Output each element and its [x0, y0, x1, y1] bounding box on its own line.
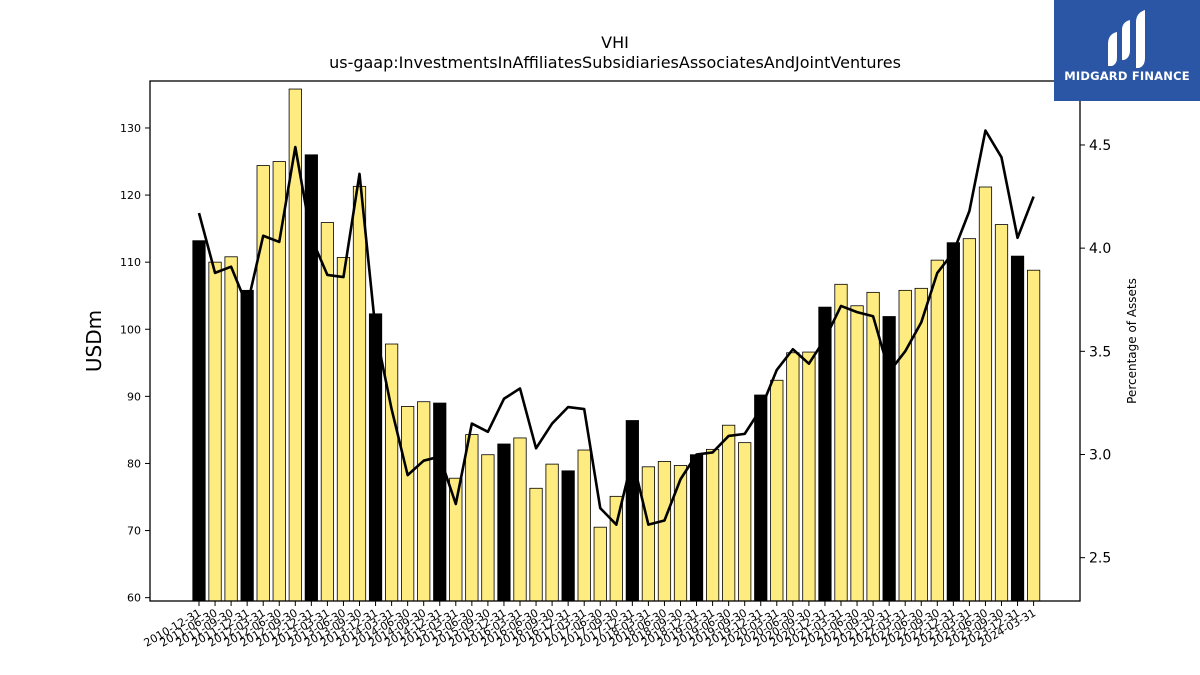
bar	[481, 454, 495, 602]
bar	[722, 424, 736, 602]
y-axis-label: USDm	[82, 310, 106, 372]
midgard-logo-icon	[1108, 10, 1145, 68]
bar	[625, 420, 639, 602]
bar	[256, 165, 270, 602]
bar	[657, 461, 672, 602]
bar	[561, 470, 575, 602]
bar	[754, 394, 768, 602]
y-tick-label: 80	[127, 457, 141, 470]
midgard-finance-logo: MIDGARD FINANCE	[1054, 0, 1200, 101]
bar	[786, 352, 800, 602]
y-tick-label: 90	[127, 390, 141, 403]
x-axis: 2010-12-312011-06-302011-09-302011-12-31…	[142, 601, 1038, 650]
logo-text: MIDGARD FINANCE	[1064, 69, 1190, 83]
y-axis: 60 70 80 90 100 110 120 130	[120, 122, 150, 605]
bar	[818, 306, 832, 602]
line-layer	[197, 129, 1035, 526]
y2-axis: 2.5 3.0 3.5 4.0 4.5	[1080, 138, 1111, 567]
bar	[850, 305, 864, 602]
y-tick-label: 120	[120, 189, 141, 202]
y-tick-label: 130	[120, 122, 141, 135]
y2-tick-label: 3.5	[1089, 344, 1111, 360]
y2-axis-label: Percentage of Assets	[1125, 278, 1139, 404]
bar	[962, 238, 977, 602]
chart-subtitle: us-gaap:InvestmentsInAffiliatesSubsidiar…	[329, 53, 901, 72]
bar	[834, 283, 848, 602]
bar	[1027, 269, 1041, 602]
bar	[545, 463, 559, 602]
bar	[946, 242, 960, 602]
bar	[417, 401, 431, 602]
bar	[465, 434, 479, 602]
y2-tick-label: 3.0	[1089, 447, 1111, 463]
y-tick-label: 110	[120, 256, 141, 269]
bar	[449, 477, 463, 602]
bar	[577, 449, 591, 602]
bar	[497, 443, 511, 602]
bar	[401, 406, 415, 602]
bar	[914, 287, 928, 602]
y2-tick-label: 4.0	[1089, 241, 1111, 257]
bar	[320, 222, 335, 602]
bar	[513, 437, 527, 602]
y2-tick-label: 2.5	[1089, 551, 1111, 567]
chart-title: VHI	[601, 33, 629, 52]
y-tick-label: 70	[127, 525, 141, 538]
bar	[336, 257, 351, 602]
bar	[898, 289, 912, 602]
y2-tick-label: 4.5	[1089, 138, 1111, 154]
percentage-line	[197, 129, 1035, 526]
bar	[689, 454, 704, 602]
bar	[192, 240, 206, 602]
y-tick-label: 60	[127, 592, 141, 605]
bar	[208, 261, 222, 602]
bar	[802, 351, 816, 602]
bar	[994, 224, 1009, 602]
bar	[738, 442, 752, 602]
bar	[593, 526, 607, 602]
bar	[352, 185, 367, 602]
bar	[706, 448, 720, 602]
bar	[641, 466, 656, 602]
plot-frame	[149, 80, 1081, 602]
bar	[433, 402, 447, 602]
bar	[224, 256, 238, 602]
bar	[978, 186, 993, 602]
bar	[304, 154, 318, 602]
bar	[770, 379, 784, 602]
bar	[930, 259, 944, 602]
bar	[240, 289, 254, 602]
bar	[673, 465, 688, 602]
bar	[272, 161, 286, 602]
bar	[866, 291, 880, 602]
bar	[529, 487, 543, 602]
bar	[1010, 255, 1025, 602]
y-tick-label: 100	[120, 323, 141, 336]
